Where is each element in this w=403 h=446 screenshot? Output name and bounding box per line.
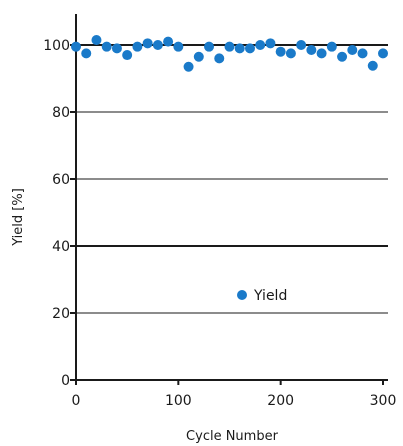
data-point [357,48,368,59]
data-point [224,41,235,52]
data-point [296,40,307,50]
x-tick-label-300: 300 [370,393,397,409]
data-point [275,46,286,57]
data-point [234,43,245,54]
data-points [71,34,388,72]
axes [75,14,388,381]
legend-label-yield: Yield [253,288,287,304]
data-point [173,41,184,52]
data-point [122,50,133,61]
x-tick-label-100: 100 [165,393,192,409]
data-point [183,61,194,72]
tick-labels: 0 20 40 60 80 100 0 100 200 300 [43,38,396,409]
data-point [337,51,348,62]
y-tick-label-100: 100 [43,38,70,54]
data-point [111,43,122,54]
data-point [91,34,102,45]
y-axis-title: Yield [%] [11,188,26,247]
gridlines [76,44,388,314]
y-tick-label-0: 0 [61,373,70,389]
legend-marker-yield [237,290,247,300]
data-point [214,53,225,64]
y-tick-label-80: 80 [52,105,70,121]
y-tick-label-60: 60 [52,172,70,188]
x-tick-label-0: 0 [72,393,81,409]
data-point [347,45,358,56]
data-point [152,40,163,50]
data-point [367,60,378,71]
x-tick-label-200: 200 [267,393,294,409]
data-point [285,48,296,59]
data-point [265,38,276,49]
legend: Yield [237,288,287,304]
data-point [81,48,92,59]
data-point [193,51,204,62]
data-point [244,43,255,54]
y-tick-label-20: 20 [52,306,70,322]
data-point [378,48,388,59]
data-point [101,41,112,52]
data-point [204,41,215,52]
data-point [71,41,81,52]
data-point [163,36,174,47]
data-point [132,41,143,52]
x-axis-title: Cycle Number [186,429,279,444]
data-point [306,45,317,56]
data-point [326,41,337,52]
data-point [255,40,266,50]
data-point [316,48,327,59]
y-tick-label-40: 40 [52,239,70,255]
data-point [142,38,153,49]
